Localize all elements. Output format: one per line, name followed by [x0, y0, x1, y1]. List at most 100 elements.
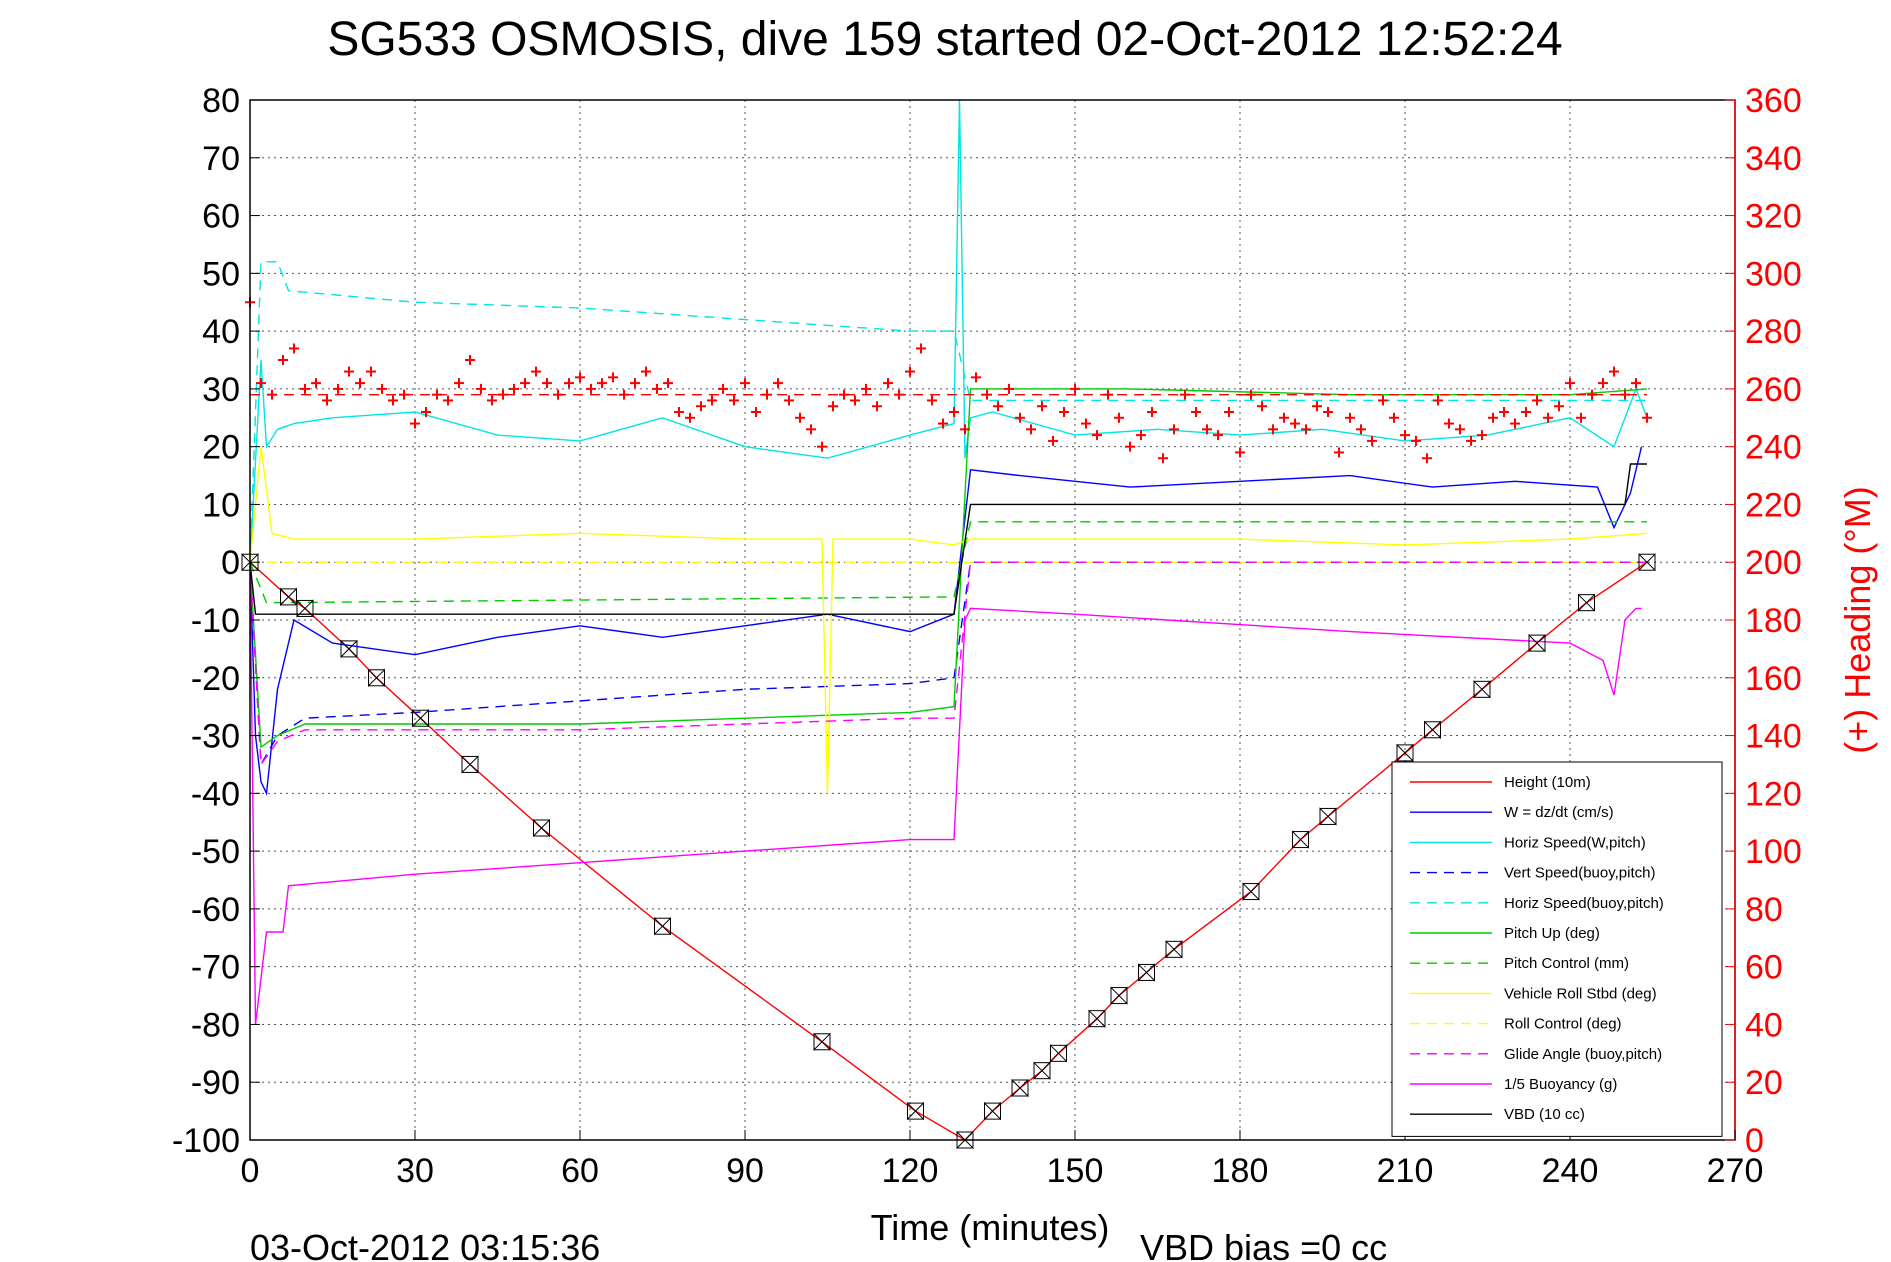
- right-tick-label: 100: [1745, 833, 1802, 871]
- series-line-3: [250, 561, 1647, 767]
- heading-point: [1620, 389, 1630, 400]
- heading-point: [1466, 435, 1476, 446]
- heading-point: [784, 395, 794, 406]
- heading-point: [1136, 430, 1146, 441]
- heading-point: [1301, 424, 1311, 435]
- height-marker: [368, 668, 385, 687]
- height-marker: [1424, 720, 1441, 739]
- heading-point: [278, 355, 288, 365]
- heading-point: [795, 412, 805, 423]
- height-marker: [1319, 807, 1337, 826]
- heading-point: [707, 395, 717, 406]
- y-tick-label: -40: [191, 775, 240, 813]
- heading-point: [718, 383, 728, 394]
- footer-vbd-bias: VBD bias =0 cc: [1140, 1227, 1387, 1262]
- x-tick-label: 0: [241, 1152, 260, 1190]
- y-tick-label: 50: [202, 255, 240, 293]
- footer-date: 03-Oct-2012 03:15:36: [250, 1227, 600, 1262]
- heading-point: [1235, 447, 1245, 458]
- heading-point: [1290, 418, 1300, 429]
- heading-point: [1004, 383, 1014, 394]
- heading-point: [1081, 418, 1091, 429]
- right-tick-label: 20: [1745, 1064, 1783, 1102]
- heading-point: [993, 401, 1003, 412]
- heading-point: [553, 389, 563, 400]
- heading-point: [751, 407, 761, 417]
- heading-point: [443, 395, 453, 406]
- x-tick-label: 90: [726, 1152, 764, 1190]
- heading-point: [1587, 389, 1597, 400]
- heading-point: [872, 401, 882, 412]
- heading-point: [1345, 412, 1355, 423]
- heading-point: [1389, 412, 1399, 423]
- chart-title: SG533 OSMOSIS, dive 159 started 02-Oct-2…: [327, 13, 1562, 66]
- heading-point: [454, 378, 464, 389]
- heading-point: [1510, 418, 1520, 429]
- height-marker: [1292, 830, 1309, 849]
- x-tick-label: 150: [1047, 1152, 1104, 1190]
- right-tick-label: 240: [1745, 429, 1802, 467]
- right-tick-label: 300: [1745, 255, 1802, 293]
- heading-point: [1268, 424, 1278, 435]
- heading-point: [1565, 378, 1575, 389]
- heading-point: [1048, 435, 1058, 446]
- heading-point: [1246, 389, 1256, 400]
- heading-point: [575, 372, 585, 383]
- heading-point: [1202, 424, 1212, 435]
- right-tick-label: 160: [1745, 660, 1802, 698]
- right-tick-label: 280: [1745, 313, 1802, 351]
- heading-point: [388, 395, 398, 406]
- series-line-6: [250, 521, 1647, 604]
- height-marker: [533, 818, 550, 838]
- height-marker: [1638, 553, 1656, 572]
- heading-point: [938, 418, 948, 429]
- height-marker: [1396, 743, 1414, 763]
- right-tick-label: 0: [1745, 1122, 1764, 1160]
- legend-box: [1391, 761, 1723, 1137]
- height-marker: [813, 1032, 831, 1051]
- series-line-10: [250, 562, 1642, 1025]
- y-tick-label: 40: [202, 313, 240, 351]
- heading-point: [817, 441, 827, 452]
- height-marker: [1473, 680, 1491, 699]
- right-tick-label: 360: [1745, 82, 1802, 120]
- x-tick-label: 240: [1542, 1152, 1599, 1190]
- heading-point: [344, 366, 354, 377]
- series-line-5: [250, 388, 1648, 749]
- heading-point: [1477, 430, 1487, 441]
- height-marker: [1033, 1061, 1051, 1080]
- heading-point: [971, 372, 981, 383]
- legend-entry: Vert Speed(buoy,pitch): [1504, 865, 1655, 882]
- heading-point: [1147, 407, 1157, 417]
- height-marker: [1088, 1009, 1106, 1028]
- tick-labels: 0 30 60 90 120 150 180 210 240 270 80 70 60 50 40 30 20 1…: [172, 82, 1802, 1190]
- heading-point: [1312, 401, 1322, 412]
- heading-point: [1609, 366, 1619, 377]
- right-tick-label: 340: [1745, 140, 1802, 178]
- right-tick-label: 40: [1745, 1006, 1783, 1044]
- x-tick-label: 180: [1212, 1152, 1269, 1190]
- heading-point: [674, 407, 684, 417]
- y-tick-label: 80: [202, 82, 240, 120]
- series-line-2: [250, 100, 1648, 563]
- height-marker: [340, 639, 358, 659]
- heading-point: [597, 378, 607, 389]
- legend-entry: Glide Angle (buoy,pitch): [1504, 1046, 1662, 1063]
- height-marker: [1011, 1078, 1029, 1098]
- heading-point: [289, 343, 299, 354]
- x-tick-label: 30: [396, 1152, 434, 1190]
- y-tick-label: -30: [191, 718, 240, 756]
- heading-point: [1598, 378, 1608, 389]
- heading-point: [828, 401, 838, 412]
- legend-entry: 1/5 Buoyancy (g): [1504, 1076, 1617, 1093]
- height-marker: [907, 1101, 924, 1121]
- heading-point: [322, 395, 332, 406]
- y-tick-label: -90: [191, 1064, 240, 1102]
- heading-point: [1554, 401, 1564, 412]
- series-line-11: [250, 463, 1647, 615]
- heading-point: [982, 389, 992, 400]
- heading-point: [1642, 412, 1652, 423]
- heading-point: [1180, 389, 1190, 400]
- heading-point: [1323, 407, 1333, 417]
- x-tick-label: 60: [561, 1152, 599, 1190]
